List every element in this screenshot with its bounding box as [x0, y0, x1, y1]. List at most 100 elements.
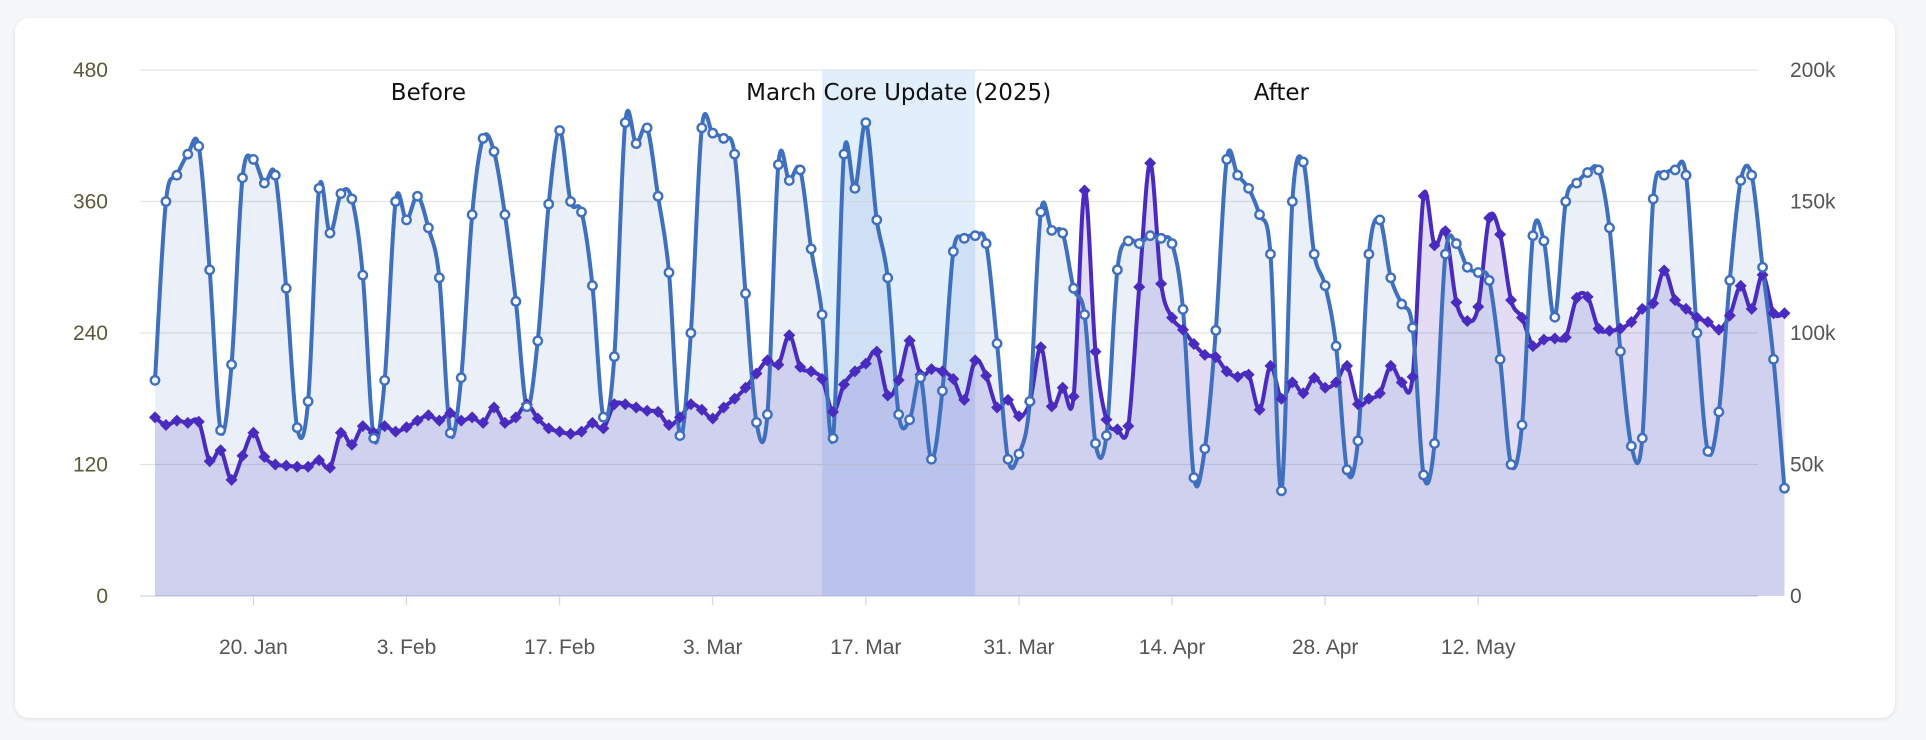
data-point	[619, 398, 632, 411]
data-point	[1013, 448, 1025, 460]
data-point	[1144, 157, 1157, 170]
data-point	[576, 206, 587, 218]
data-point	[1757, 261, 1768, 273]
data-point	[291, 460, 304, 473]
data-point	[203, 455, 216, 468]
data-point	[1264, 359, 1277, 372]
data-point	[1647, 297, 1660, 310]
data-point	[346, 193, 358, 205]
annotation-label: After	[1254, 80, 1310, 106]
data-point	[1713, 406, 1725, 418]
data-point	[980, 369, 993, 382]
data-point	[543, 198, 555, 210]
data-point	[608, 351, 620, 363]
data-point	[881, 389, 894, 402]
data-point	[215, 424, 227, 436]
data-point	[958, 393, 971, 406]
data-point	[762, 409, 773, 420]
data-point	[925, 363, 938, 376]
data-point	[608, 398, 621, 411]
data-point	[597, 422, 610, 435]
data-point	[422, 222, 434, 234]
data-point	[696, 122, 708, 134]
data-point	[313, 454, 326, 467]
data-point	[1057, 227, 1069, 239]
data-point	[1440, 248, 1451, 260]
data-point	[903, 334, 916, 347]
y-left-tick-label: 480	[73, 59, 108, 82]
data-point	[706, 412, 719, 425]
data-point	[915, 372, 926, 384]
data-point	[509, 411, 522, 424]
data-point	[1221, 154, 1233, 165]
data-point	[1768, 353, 1779, 365]
x-tick-label: 12. May	[1441, 636, 1516, 659]
data-point	[1702, 445, 1714, 457]
series-0-line	[153, 161, 1787, 482]
data-point	[674, 430, 686, 441]
y-right-tick-label: 0	[1790, 585, 1802, 608]
data-point	[1604, 222, 1615, 234]
data-point	[849, 182, 861, 194]
data-point	[1745, 302, 1758, 315]
data-point	[1418, 469, 1429, 481]
data-point	[368, 432, 380, 444]
data-point	[378, 420, 391, 433]
data-point	[718, 132, 730, 144]
data-point	[751, 417, 762, 428]
data-point	[1254, 209, 1265, 221]
data-point	[302, 460, 315, 473]
data-point	[1603, 324, 1616, 337]
data-point	[1483, 274, 1495, 286]
data-point	[1724, 274, 1736, 286]
data-point	[1570, 291, 1583, 304]
data-point	[1483, 211, 1496, 224]
data-point	[1166, 238, 1178, 249]
y-right-tick-label: 50k	[1790, 454, 1824, 477]
data-point	[707, 127, 719, 139]
data-point	[1111, 423, 1124, 436]
data-point	[794, 164, 806, 176]
data-point	[1330, 376, 1343, 389]
data-point	[1046, 225, 1058, 236]
data-point	[1308, 248, 1320, 260]
data-point	[684, 398, 697, 411]
data-point	[1297, 156, 1309, 168]
data-point	[1079, 309, 1090, 320]
chart-card	[15, 18, 1895, 718]
data-point	[904, 414, 915, 426]
data-point	[1351, 398, 1364, 411]
data-point	[204, 264, 216, 276]
data-point	[1341, 359, 1354, 372]
data-point	[783, 175, 795, 186]
data-point	[1516, 311, 1528, 324]
data-point	[1067, 390, 1080, 403]
data-point	[269, 458, 282, 471]
data-point	[1669, 164, 1681, 176]
data-point	[630, 138, 642, 150]
data-point	[1286, 376, 1299, 389]
data-point	[1615, 346, 1626, 357]
x-tick-label: 28. Apr	[1292, 636, 1359, 659]
data-point	[1155, 232, 1167, 244]
data-point	[564, 427, 577, 440]
data-point	[1417, 190, 1430, 203]
data-point	[269, 169, 281, 181]
data-point	[893, 409, 905, 420]
data-point	[412, 190, 423, 202]
data-point	[401, 214, 412, 226]
data-point	[390, 196, 401, 207]
data-point	[1494, 228, 1507, 241]
data-point	[805, 365, 818, 378]
data-point	[728, 392, 741, 405]
data-point	[291, 422, 303, 434]
data-point	[750, 367, 763, 380]
data-point	[1767, 307, 1780, 320]
data-point	[882, 272, 894, 284]
data-point	[488, 146, 500, 157]
data-point	[1122, 420, 1135, 433]
data-point	[1429, 438, 1440, 449]
gridlines	[140, 69, 1758, 597]
data-point	[1319, 280, 1331, 292]
